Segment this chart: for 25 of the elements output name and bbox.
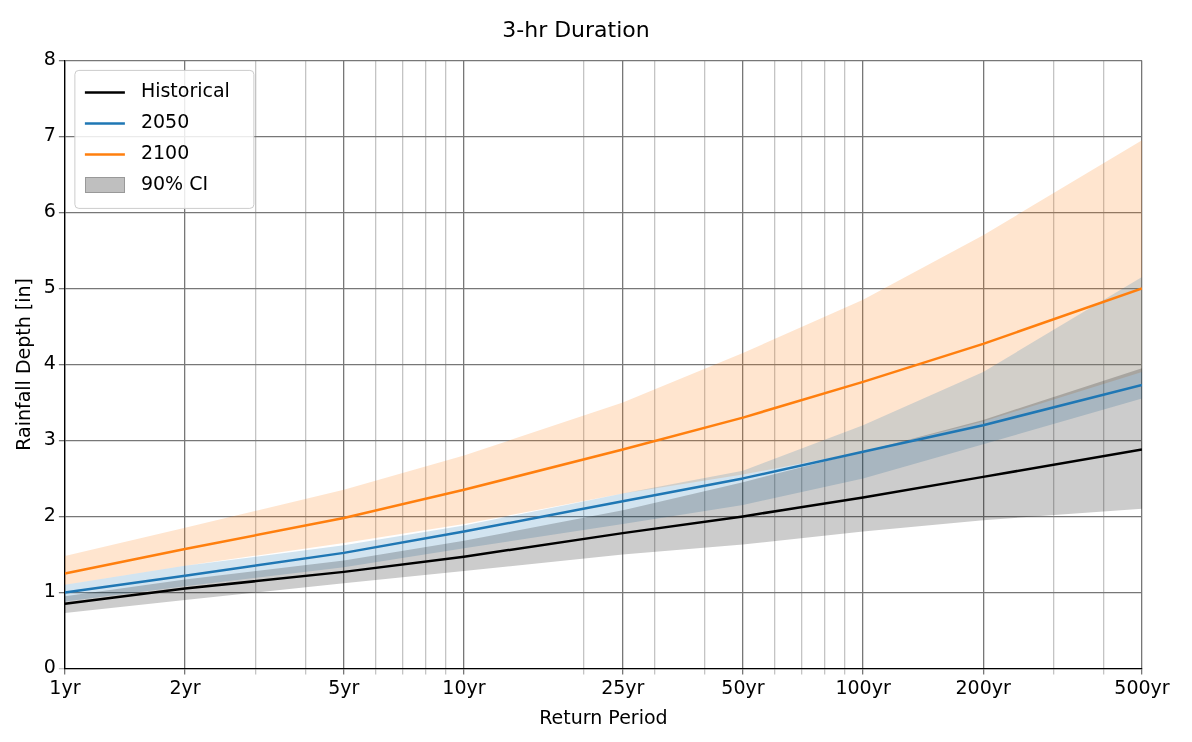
x-tick-label: 1yr bbox=[49, 675, 81, 698]
y-tick-label: 7 bbox=[43, 123, 56, 146]
x-tick-label: 5yr bbox=[328, 675, 360, 698]
x-tick-label: 100yr bbox=[835, 675, 891, 698]
x-axis-title: Return Period bbox=[539, 705, 668, 728]
x-tick-label: 10yr bbox=[442, 675, 486, 698]
y-tick-label: 6 bbox=[43, 199, 56, 222]
y-tick-label: 8 bbox=[43, 47, 56, 70]
annotation: 90% CI bbox=[140, 172, 209, 195]
x-tick-label: 200yr bbox=[955, 675, 1012, 698]
legend-label: 2100 bbox=[140, 141, 190, 164]
y-tick-label: 0 bbox=[43, 655, 56, 678]
legend-label: Historical bbox=[140, 79, 230, 102]
y-tick-label: 3 bbox=[43, 427, 56, 450]
y-tick-label: 1 bbox=[43, 579, 56, 602]
x-tick-label: 2yr bbox=[169, 675, 201, 698]
x-tick-label: 25yr bbox=[601, 675, 645, 698]
legend-label: 2050 bbox=[140, 110, 190, 133]
chart-title: 3-hr Duration bbox=[502, 16, 650, 42]
x-tick-label: 500yr bbox=[1114, 675, 1170, 698]
y-axis-title: Rainfall Depth [in] bbox=[12, 278, 35, 451]
y-tick-label: 2 bbox=[43, 503, 56, 526]
y-tick-label: 5 bbox=[43, 275, 56, 298]
y-tick-label: 4 bbox=[43, 351, 56, 374]
x-tick-label: 50yr bbox=[721, 675, 765, 698]
